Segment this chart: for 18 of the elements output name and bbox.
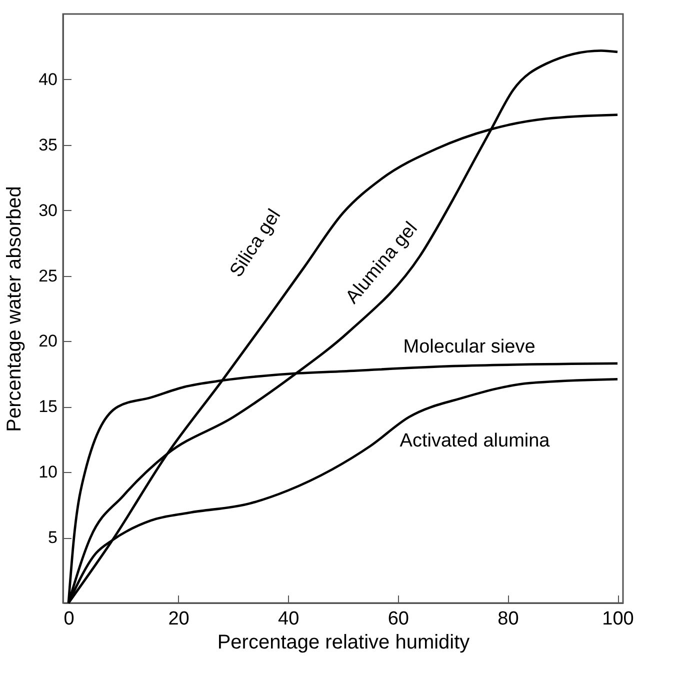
y-tick-label: 5 <box>48 528 58 548</box>
series-label: Activated alumina <box>400 430 550 452</box>
y-tick-label: 40 <box>38 70 58 89</box>
y-tick-label: 35 <box>38 135 58 154</box>
y-tick-label: 15 <box>38 397 58 416</box>
y-axis-title: Percentage water absorbed <box>4 186 26 432</box>
x-tick-label: 80 <box>498 608 519 630</box>
y-tick-label: 20 <box>38 332 58 351</box>
x-tick-label: 100 <box>602 608 634 630</box>
x-axis-title: Percentage relative humidity <box>217 632 470 654</box>
x-tick-label: 40 <box>278 608 300 630</box>
x-tick-label: 20 <box>168 608 190 630</box>
y-tick-label: 30 <box>38 200 58 220</box>
x-tick-label: 60 <box>388 608 409 630</box>
y-tick-label: 10 <box>38 462 58 482</box>
y-tick-label: 25 <box>38 266 58 286</box>
x-tick-label: 0 <box>64 608 74 630</box>
series-label: Molecular sieve <box>403 336 536 358</box>
